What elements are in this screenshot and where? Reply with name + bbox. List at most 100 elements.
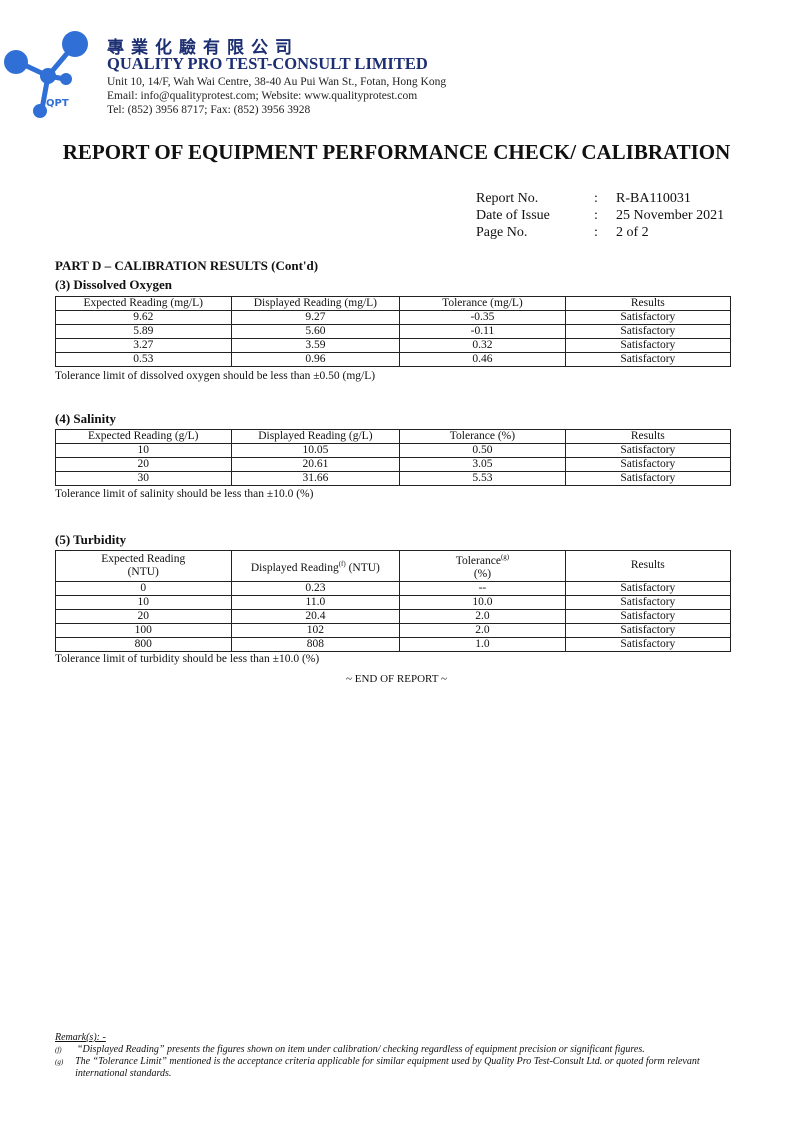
table-cell: 800: [55, 636, 232, 652]
table-row: 9.62 9.27 -0.35 Satisfactory: [55, 310, 732, 325]
section-title: (3) Dissolved Oxygen: [55, 277, 172, 292]
turbidity-table: Expected Reading (NTU) Displayed Reading(f…: [55, 550, 732, 652]
table-cell: Satisfactory: [564, 471, 732, 486]
report-meta: Report No.: R-BA110031 Date of Issue:25 N…: [476, 191, 725, 240]
table-cell: 31.66: [230, 471, 401, 486]
table-row: 100 102 2.0 Satisfactory: [55, 622, 732, 638]
column-header: Tolerance(g) (%): [399, 550, 566, 582]
table-cell: 30: [55, 471, 232, 486]
remark-text: The “Tolerance Limit” mentioned is the a…: [75, 1056, 700, 1079]
table-cell: Satisfactory: [564, 352, 732, 367]
column-header: Results: [564, 550, 732, 582]
table-cell: -0.11: [399, 324, 566, 339]
column-header: Displayed Reading (mg/L): [230, 296, 401, 311]
company-name: QUALITY PRO TEST-CONSULT LIMITED: [107, 54, 428, 73]
part-title: PART D – CALIBRATION RESULTS (Cont'd): [55, 258, 319, 273]
table-cell: 3.59: [230, 338, 401, 353]
table-cell: Satisfactory: [564, 580, 732, 596]
meta-label: Date of Issue: [476, 208, 550, 223]
section-note: Tolerance limit of turbidity should be l…: [55, 653, 320, 665]
table-cell: 0.46: [399, 352, 566, 367]
remark-text: “Displayed Reading” presents the figures…: [77, 1044, 645, 1055]
table-row: 0.53 0.96 0.46 Satisfactory: [55, 352, 732, 367]
company-phone: Tel: (852) 3956 8717; Fax: (852) 3956 39…: [107, 104, 311, 116]
end-of-report: ~ END OF REPORT ~: [346, 673, 447, 685]
meta-label: Report No.: [476, 191, 539, 206]
table-cell: 9.27: [230, 310, 401, 325]
table-cell: -0.35: [399, 310, 566, 325]
table-cell: 0.32: [399, 338, 566, 353]
company-contact: Email: info@qualityprotest.com; Website:…: [107, 90, 418, 102]
table-cell: 5.89: [55, 324, 232, 339]
table-row: 3.27 3.59 0.32 Satisfactory: [55, 338, 732, 353]
header-row: Expected Reading (NTU) Displayed Reading(f…: [55, 550, 732, 582]
table-row: 10 10.05 0.50 Satisfactory: [55, 443, 732, 458]
table-cell: 0: [55, 580, 232, 596]
table-cell: Satisfactory: [564, 594, 732, 610]
table-cell: 0.53: [55, 352, 232, 367]
table-cell: 11.0: [230, 594, 401, 610]
header-row: Expected Reading (g/L) Displayed Reading …: [55, 429, 732, 444]
company-chinese-name: 專業化驗有限公司: [107, 38, 299, 57]
page-number: 2 of 2: [616, 225, 649, 240]
column-header: Displayed Reading (g/L): [230, 429, 401, 444]
table-cell: 0.23: [230, 580, 401, 596]
table-row: 30 31.66 5.53 Satisfactory: [55, 471, 732, 486]
remark-mark: (f): [55, 1046, 62, 1054]
table-cell: 5.53: [399, 471, 566, 486]
section-title: (4) Salinity: [55, 411, 117, 426]
table-cell: --: [399, 580, 566, 596]
report-title: REPORT OF EQUIPMENT PERFORMANCE CHECK/ C…: [62, 140, 731, 164]
table-cell: Satisfactory: [564, 443, 732, 458]
table-row: 5.89 5.60 -0.11 Satisfactory: [55, 324, 732, 339]
remarks: Remark(s): - (f) “Displayed Reading” pres…: [55, 1032, 735, 1080]
table-cell: Satisfactory: [564, 338, 732, 353]
column-header: Results: [564, 429, 732, 444]
table-cell: Satisfactory: [564, 608, 732, 624]
column-header: Results: [564, 296, 732, 311]
table-row: 800 808 1.0 Satisfactory: [55, 636, 732, 652]
table-cell: 10.05: [230, 443, 401, 458]
column-header: Displayed Reading(f) (NTU): [230, 550, 401, 582]
section-note: Tolerance limit of dissolved oxygen shou…: [55, 370, 376, 382]
remarks-heading: Remark(s): -: [55, 1032, 106, 1043]
company-address: Unit 10, 14/F, Wah Wai Centre, 38-40 Au …: [107, 76, 447, 88]
table-cell: 0.50: [399, 443, 566, 458]
table-cell: Satisfactory: [564, 622, 732, 638]
report-number: R-BA110031: [616, 191, 691, 206]
table-cell: 3.27: [55, 338, 232, 353]
table-cell: 1.0: [399, 636, 566, 652]
table-cell: Satisfactory: [564, 636, 732, 652]
section-title: (5) Turbidity: [55, 532, 127, 547]
remark-mark: (g): [55, 1058, 64, 1066]
table-cell: 2.0: [399, 622, 566, 638]
column-header: Tolerance (%): [399, 429, 566, 444]
table-cell: 10.0: [399, 594, 566, 610]
table-cell: 9.62: [55, 310, 232, 325]
table-cell: 2.0: [399, 608, 566, 624]
salinity-table: Expected Reading (g/L) Displayed Reading …: [55, 429, 732, 486]
column-header: Expected Reading (mg/L): [55, 296, 232, 311]
column-header: Expected Reading (NTU): [55, 550, 232, 582]
table-cell: 10: [55, 594, 232, 610]
dissolved-oxygen-table: Expected Reading (mg/L) Displayed Reading…: [55, 296, 732, 367]
table-cell: 0.96: [230, 352, 401, 367]
table-cell: 808: [230, 636, 401, 652]
table-cell: 5.60: [230, 324, 401, 339]
meta-label: Page No.: [476, 225, 528, 240]
table-cell: Satisfactory: [564, 310, 732, 325]
date-of-issue: 25 November 2021: [616, 208, 725, 223]
column-header: Expected Reading (g/L): [55, 429, 232, 444]
table-cell: 20.61: [230, 457, 401, 472]
table-row: 10 11.0 10.0 Satisfactory: [55, 594, 732, 610]
table-row: 20 20.4 2.0 Satisfactory: [55, 608, 732, 624]
table-row: 20 20.61 3.05 Satisfactory: [55, 457, 732, 472]
header-row: Expected Reading (mg/L) Displayed Reading…: [55, 296, 732, 311]
column-header: Tolerance (mg/L): [399, 296, 566, 311]
table-cell: Satisfactory: [564, 457, 732, 472]
table-cell: 20: [55, 457, 232, 472]
table-row: 0 0.23 -- Satisfactory: [55, 580, 732, 596]
table-cell: 3.05: [399, 457, 566, 472]
table-cell: 102: [230, 622, 401, 638]
table-cell: Satisfactory: [564, 324, 732, 339]
